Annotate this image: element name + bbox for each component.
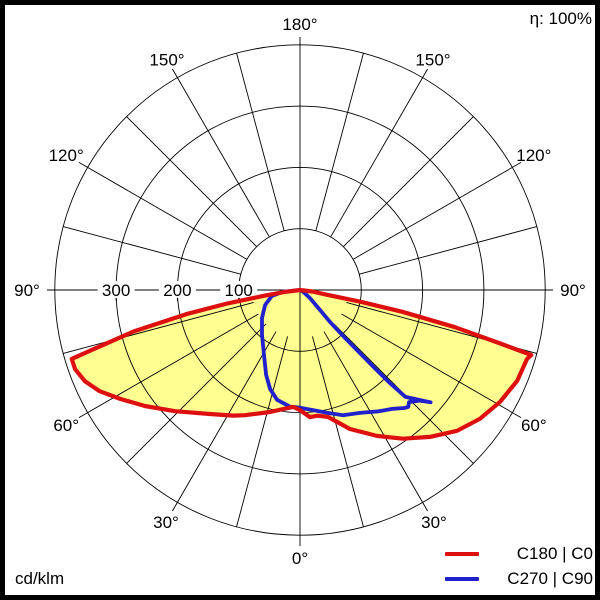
svg-text:30°: 30°	[421, 513, 447, 532]
svg-text:60°: 60°	[521, 416, 547, 435]
legend-item-c270-c90: C270 | C90	[445, 566, 593, 591]
svg-text:0°: 0°	[292, 549, 308, 568]
efficiency-label: η: 100%	[529, 9, 592, 28]
svg-text:120°: 120°	[49, 146, 84, 165]
legend-item-c180-c0: C180 | C0	[445, 541, 593, 566]
legend-label-c270-c90: C270 | C90	[507, 568, 593, 588]
svg-text:150°: 150°	[149, 51, 184, 70]
svg-text:60°: 60°	[53, 416, 79, 435]
svg-text:180°: 180°	[282, 15, 317, 34]
svg-text:30°: 30°	[153, 513, 179, 532]
svg-text:100: 100	[225, 281, 253, 300]
svg-text:200: 200	[163, 281, 191, 300]
svg-text:90°: 90°	[14, 281, 40, 300]
c270-c90-line-swatch	[445, 576, 479, 581]
svg-text:150°: 150°	[415, 51, 450, 70]
legend-label-c180-c0: C180 | C0	[516, 543, 593, 563]
svg-text:120°: 120°	[516, 146, 551, 165]
unit-label: cd/klm	[15, 569, 65, 588]
legend: C180 | C0 C270 | C90	[445, 541, 593, 591]
svg-text:90°: 90°	[560, 281, 586, 300]
svg-text:300: 300	[102, 281, 130, 300]
c180-c0-line-swatch	[445, 551, 479, 556]
